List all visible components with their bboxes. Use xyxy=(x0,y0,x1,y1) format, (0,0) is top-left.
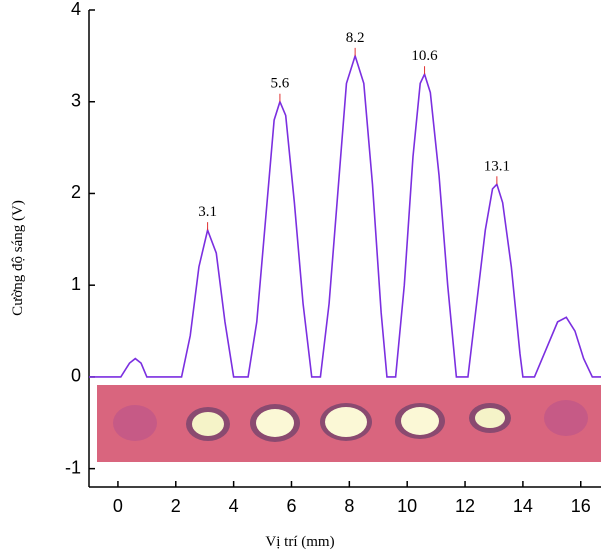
x-tick-label: 16 xyxy=(571,496,591,516)
x-tick-label: 14 xyxy=(513,496,533,516)
x-tick-label: 8 xyxy=(344,496,354,516)
y-axis-title: Cường độ sáng (V) xyxy=(10,200,26,316)
x-tick-label: 10 xyxy=(397,496,417,516)
x-axis-title: Vị trí (mm) xyxy=(265,534,334,550)
y-tick-label: 2 xyxy=(71,182,81,202)
x-tick-label: 2 xyxy=(171,496,181,516)
peak-label: 5.6 xyxy=(271,76,290,92)
y-tick-label: 3 xyxy=(71,90,81,110)
x-tick-label: 4 xyxy=(229,496,239,516)
peak-label: 13.1 xyxy=(484,158,510,174)
y-tick-label: -1 xyxy=(65,457,81,477)
y-tick-label: 0 xyxy=(71,366,81,386)
x-tick-label: 12 xyxy=(455,496,475,516)
sample-photo xyxy=(97,385,601,462)
data-line xyxy=(89,53,601,378)
y-tick-label: 1 xyxy=(71,274,81,294)
x-tick-label: 0 xyxy=(113,496,123,516)
y-tick-label: 4 xyxy=(71,0,81,19)
peak-label: 10.6 xyxy=(411,48,438,64)
peak-label: 3.1 xyxy=(198,204,217,220)
peak-label: 8.2 xyxy=(346,30,365,46)
x-tick-label: 6 xyxy=(286,496,296,516)
